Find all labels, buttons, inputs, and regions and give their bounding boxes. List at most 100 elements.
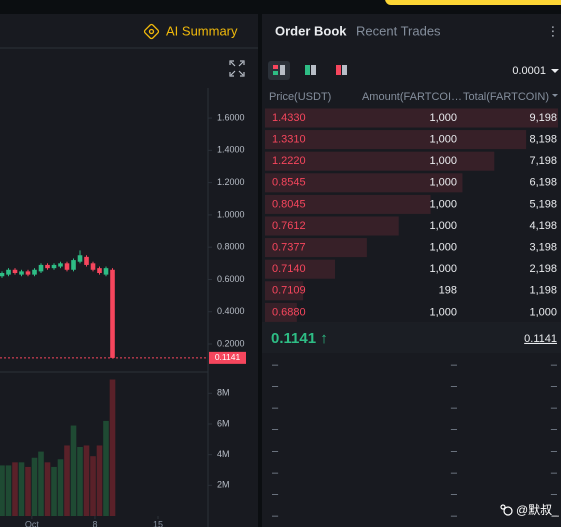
candle-body	[110, 269, 115, 358]
ai-summary[interactable]: AI Summary	[166, 23, 238, 38]
candle-body	[97, 268, 102, 273]
volume-tick-label: 8M	[217, 388, 230, 398]
bid-cell: –	[272, 489, 279, 501]
ask-price: 0.7377	[272, 242, 306, 254]
candle-body	[64, 263, 70, 270]
ask-amount: 1,000	[429, 177, 457, 189]
current-price-box	[209, 351, 246, 364]
bid-cell: –	[451, 381, 458, 393]
candle-body	[6, 269, 11, 275]
ask-amount: 1,000	[429, 155, 457, 167]
y-tick-label: 0.8000	[217, 242, 245, 252]
volume-bar	[5, 465, 12, 516]
ask-price: 0.6880	[272, 306, 306, 318]
ask-amount: 1,000	[429, 112, 457, 124]
ask-total: 4,198	[529, 220, 557, 232]
mid-price: 0.1141 ↑	[271, 330, 328, 347]
tab-icons[interactable]	[268, 61, 347, 80]
y-tick-label: 0.6000	[217, 274, 245, 284]
depth-bar	[265, 108, 558, 128]
candle-body	[77, 255, 83, 262]
tab[interactable]: Order Book	[275, 23, 347, 38]
candle-body	[32, 269, 37, 275]
volume-bar	[31, 457, 38, 516]
expand-icon[interactable]	[229, 60, 245, 77]
bid-cell: –	[451, 424, 458, 436]
tab[interactable]: Recent Trades	[356, 23, 441, 38]
y-tick-label: 1.2000	[217, 177, 245, 187]
bid-cell: –	[451, 510, 458, 522]
bid-cell: –	[551, 510, 558, 522]
ask-total: 6,198	[529, 177, 557, 189]
column-header: Total(FARTCOIN)	[463, 91, 549, 103]
volume-bar	[18, 462, 25, 516]
volume-bar	[103, 420, 109, 516]
ask-amount: 198	[439, 285, 457, 297]
candle-body	[45, 264, 50, 269]
volume-bar	[90, 456, 96, 516]
y-tick-label: 1.4000	[217, 145, 245, 155]
candle-body	[25, 271, 31, 275]
bid-cell: –	[272, 402, 279, 414]
depth-bar	[265, 194, 431, 214]
ask-price: 0.7612	[272, 220, 306, 232]
ask-amount: 1,000	[429, 198, 457, 210]
volume-bar	[44, 462, 51, 516]
volume-bar	[38, 451, 44, 516]
volume-bar	[83, 445, 90, 516]
candle-body	[103, 268, 109, 275]
candle-body	[90, 263, 96, 270]
column-caret[interactable]	[552, 94, 558, 97]
menu[interactable]: ⋮	[547, 23, 560, 38]
x-tick-label: Oct	[25, 519, 40, 527]
ask-total: 1,000	[529, 306, 557, 318]
ask-price: 0.8045	[272, 198, 306, 210]
ask-price: 1.2220	[272, 155, 306, 167]
bid-cell: –	[451, 445, 458, 457]
ask-total: 8,198	[529, 134, 557, 146]
bid-cell: –	[551, 359, 558, 371]
bid-cell: –	[551, 402, 558, 414]
ask-amount: 1,000	[429, 134, 457, 146]
volume-bar	[25, 466, 31, 516]
top-button[interactable]	[385, 0, 561, 5]
bid-cell: –	[451, 402, 458, 414]
column-header: Amount(FARTCOI…	[362, 91, 462, 103]
volume-bar	[0, 465, 5, 516]
ask-total: 9,198	[529, 112, 557, 124]
x-tick-label: 8	[92, 519, 97, 527]
ask-total: 5,198	[529, 198, 557, 210]
volume-tick-label: 6M	[217, 418, 230, 428]
ask-total: 1,198	[529, 285, 557, 297]
y-tick-label: 1.0000	[217, 209, 245, 219]
ai-icon	[143, 23, 160, 40]
volume-bar	[12, 462, 18, 516]
y-tick-label: 1.6000	[217, 112, 245, 122]
bid-cell: –	[551, 445, 558, 457]
bid-cell: –	[451, 489, 458, 501]
bid-cell: –	[551, 489, 558, 501]
precision-caret[interactable]	[551, 69, 559, 73]
depth-bar	[265, 130, 527, 150]
precision[interactable]: 0.0001	[512, 65, 546, 77]
candle-body	[12, 269, 18, 273]
orderbook-panel	[262, 14, 561, 527]
ask-total: 7,198	[529, 155, 557, 167]
depth-bar	[265, 302, 297, 322]
depth-bar	[265, 151, 495, 171]
ask-price: 0.7109	[272, 285, 306, 297]
current-price-label: 0.1141	[215, 352, 241, 362]
ask-price: 0.7140	[272, 263, 306, 275]
candle-body	[84, 256, 89, 265]
bid-cell: –	[551, 381, 558, 393]
depth-bar	[265, 216, 399, 236]
candle-body	[19, 271, 24, 275]
bid-cell: –	[272, 424, 279, 436]
depth-bar	[265, 281, 304, 301]
mark-price[interactable]: 0.1141	[524, 333, 557, 345]
ask-price: 0.8545	[272, 177, 306, 189]
volume-bar	[109, 379, 116, 516]
candle-body	[58, 263, 63, 267]
bid-cell: –	[451, 359, 458, 371]
